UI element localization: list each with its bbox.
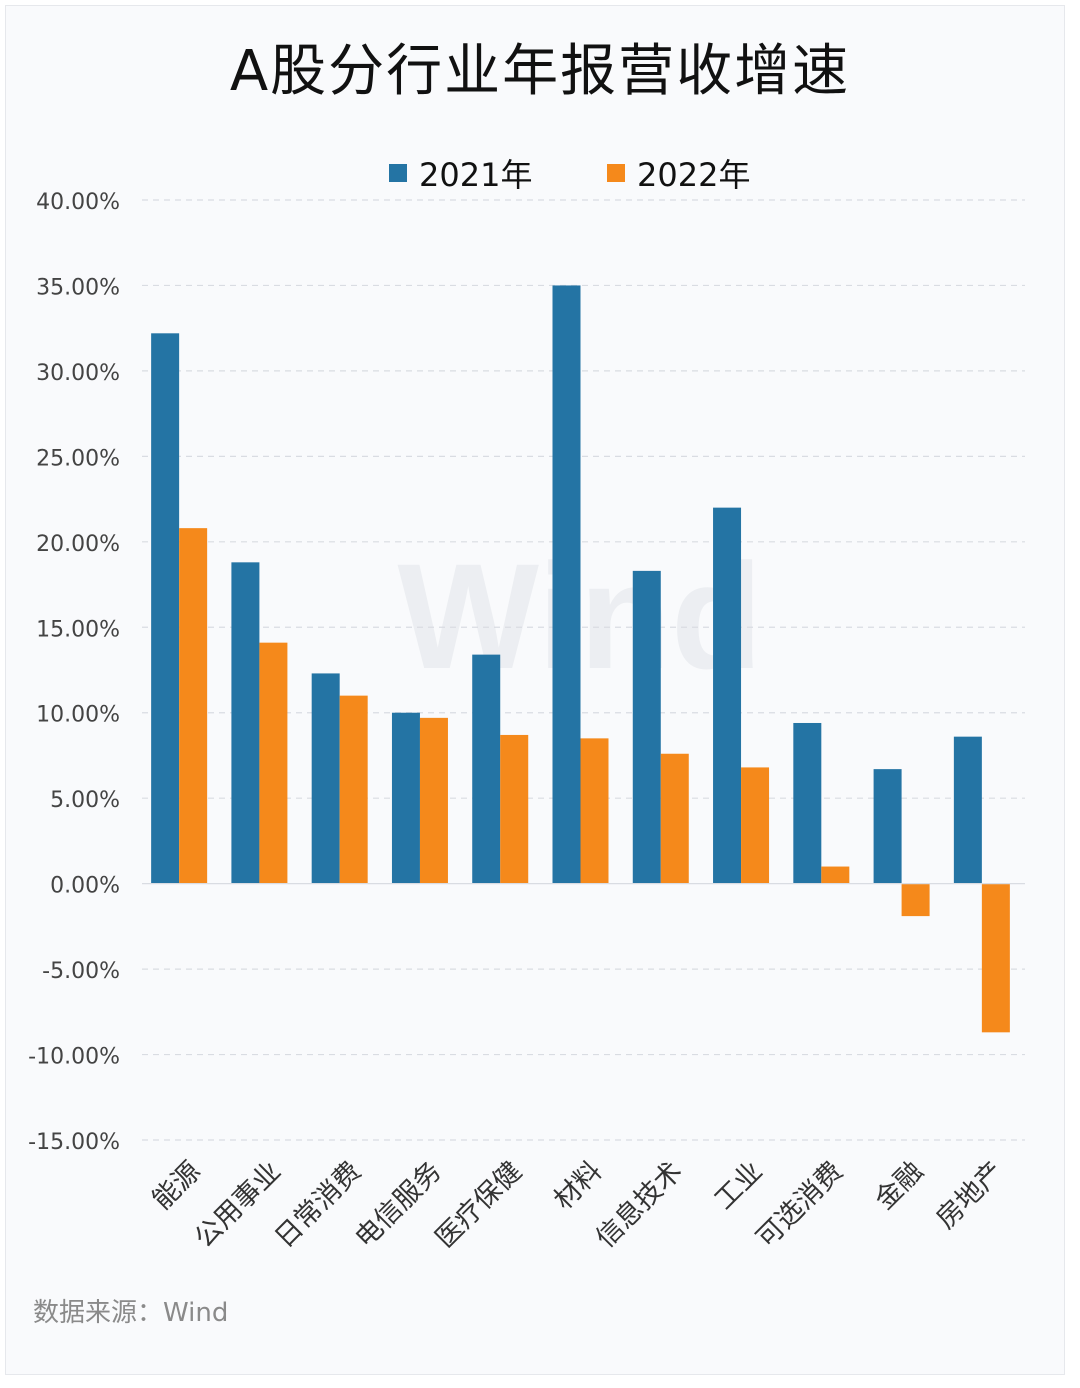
x-tick-label: 电信服务: [349, 1156, 447, 1254]
bar-2022: [821, 866, 850, 884]
x-tick-label: 材料: [548, 1156, 608, 1216]
bar-2021: [713, 507, 742, 884]
y-tick-label: -5.00%: [42, 959, 120, 984]
bar-2022: [901, 883, 930, 917]
bar-2022: [500, 734, 529, 884]
y-tick-label: -15.00%: [28, 1130, 120, 1155]
y-tick-label: 30.00%: [36, 361, 120, 386]
legend-item-2021: 2021年: [389, 150, 532, 196]
x-tick-label: 能源: [147, 1156, 207, 1216]
bar-2021: [793, 722, 822, 884]
legend-item-2022: 2022年: [607, 150, 750, 196]
bar-2022: [179, 528, 208, 884]
y-tick-label: -10.00%: [28, 1045, 120, 1070]
y-tick-label: 35.00%: [36, 275, 120, 300]
y-tick-label: 20.00%: [36, 532, 120, 557]
y-tick-label: 25.00%: [36, 446, 120, 471]
x-tick-label: 信息技术: [590, 1156, 688, 1254]
bar-2021: [151, 333, 180, 884]
y-tick-label: 15.00%: [36, 617, 120, 642]
bar-2021: [552, 285, 581, 884]
chart-title: A股分行业年报营收增速: [229, 39, 851, 104]
legend-label-2022: 2022年: [637, 156, 751, 194]
bar-2022: [660, 753, 689, 884]
bar-2022: [259, 642, 288, 884]
bar-2021: [472, 654, 501, 884]
y-tick-label: 10.00%: [36, 703, 120, 728]
bar-2022: [981, 883, 1010, 1033]
bar-2022: [580, 738, 609, 884]
x-tick-label: 工业: [709, 1156, 769, 1216]
bar-2021: [231, 562, 260, 884]
legend-label-2021: 2021年: [419, 156, 533, 194]
legend-swatch-2022: [607, 164, 625, 182]
y-tick-label: 0.00%: [50, 874, 120, 899]
x-tick-label: 公用事业: [189, 1156, 287, 1254]
legend: 2021年 2022年: [0, 150, 1080, 194]
x-tick-label: 可选消费: [751, 1156, 849, 1254]
bar-2021: [311, 673, 340, 884]
x-tick-label: 日常消费: [269, 1156, 367, 1254]
bar-2022: [419, 717, 448, 884]
bar-2022: [741, 767, 770, 884]
y-tick-label: 40.00%: [36, 190, 120, 215]
x-tick-label: 房地产: [930, 1156, 1009, 1235]
x-tick-label: 金融: [869, 1156, 929, 1216]
bar-2021: [632, 570, 661, 884]
bar-2022: [339, 695, 368, 884]
legend-swatch-2021: [389, 164, 407, 182]
bar-2021: [391, 712, 420, 884]
y-tick-label: 5.00%: [50, 788, 120, 813]
x-tick-label: 医疗保健: [430, 1156, 528, 1254]
bar-2021: [873, 769, 902, 884]
bar-2021: [953, 736, 982, 884]
source-note: 数据来源：Wind: [33, 1298, 229, 1328]
